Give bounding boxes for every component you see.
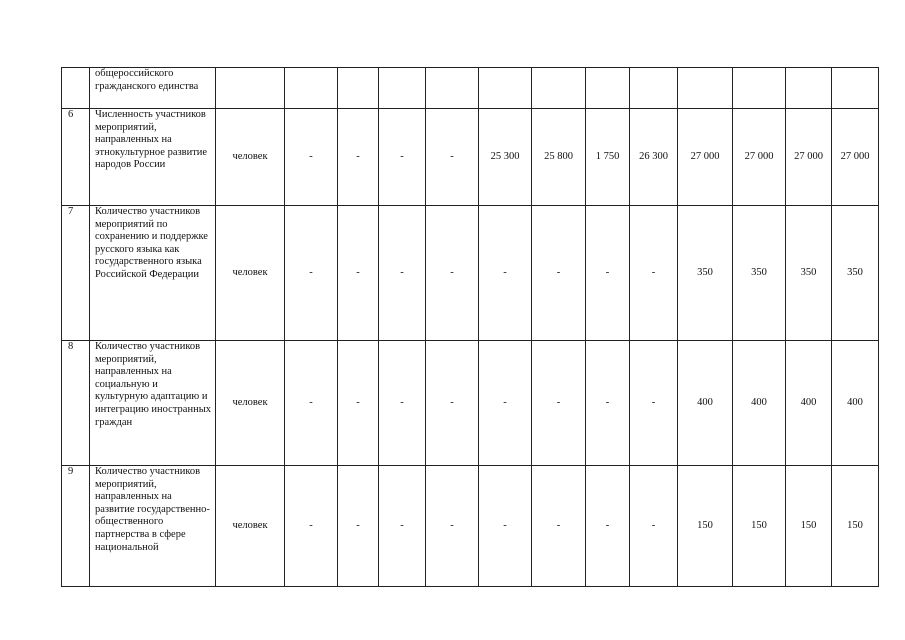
value-cell: 1 750 bbox=[585, 108, 630, 206]
value-cell: - bbox=[378, 465, 426, 587]
value-cell bbox=[337, 67, 379, 109]
row-number: 7 bbox=[61, 205, 90, 341]
value-cell: - bbox=[478, 205, 532, 341]
value-cell: 27 000 bbox=[677, 108, 733, 206]
value-cell bbox=[531, 67, 586, 109]
value-cell: - bbox=[425, 465, 479, 587]
table-row: 9 Количество участников мероприятий, напр… bbox=[61, 465, 879, 587]
unit-cell bbox=[215, 67, 285, 109]
value-cell: - bbox=[284, 465, 338, 587]
value-cell: 400 bbox=[677, 340, 733, 466]
row-number: 9 bbox=[61, 465, 90, 587]
value-cell: - bbox=[531, 205, 586, 341]
table-row: 6 Численность участников мероприятий, нап… bbox=[61, 108, 879, 206]
row-number: 8 bbox=[61, 340, 90, 466]
value-cell: - bbox=[478, 340, 532, 466]
value-cell: - bbox=[284, 205, 338, 341]
value-cell: - bbox=[629, 205, 678, 341]
value-cell: 350 bbox=[732, 205, 786, 341]
value-cell: - bbox=[284, 108, 338, 206]
indicator-name: Количество участников мероприятий, напра… bbox=[89, 465, 216, 587]
value-cell: - bbox=[531, 340, 586, 466]
table-row: 8 Количество участников мероприятий, напр… bbox=[61, 340, 879, 466]
value-cell: - bbox=[585, 340, 630, 466]
value-cell bbox=[378, 67, 426, 109]
value-cell: 27 000 bbox=[785, 108, 832, 206]
value-cell: - bbox=[337, 205, 379, 341]
value-cell: - bbox=[585, 205, 630, 341]
unit-cell: человек bbox=[215, 205, 285, 341]
unit-cell: человек bbox=[215, 340, 285, 466]
value-cell bbox=[425, 67, 479, 109]
value-cell: - bbox=[425, 340, 479, 466]
value-cell: 350 bbox=[785, 205, 832, 341]
row-number bbox=[61, 67, 90, 109]
value-cell: 25 300 bbox=[478, 108, 532, 206]
value-cell bbox=[732, 67, 786, 109]
value-cell: 400 bbox=[785, 340, 832, 466]
value-cell: - bbox=[629, 340, 678, 466]
value-cell: 150 bbox=[785, 465, 832, 587]
value-cell bbox=[831, 67, 879, 109]
value-cell: 150 bbox=[831, 465, 879, 587]
value-cell: - bbox=[531, 465, 586, 587]
value-cell: 27 000 bbox=[831, 108, 879, 206]
value-cell: 27 000 bbox=[732, 108, 786, 206]
value-cell: - bbox=[337, 340, 379, 466]
value-cell: - bbox=[629, 465, 678, 587]
value-cell bbox=[677, 67, 733, 109]
table-row: 7 Количество участников мероприятий по со… bbox=[61, 205, 879, 341]
value-cell: - bbox=[585, 465, 630, 587]
row-number: 6 bbox=[61, 108, 90, 206]
indicator-name: общероссийского гражданского единства bbox=[89, 67, 216, 109]
value-cell: 26 300 bbox=[629, 108, 678, 206]
table-row: общероссийского гражданского единства bbox=[61, 67, 879, 109]
value-cell: - bbox=[425, 205, 479, 341]
value-cell: 150 bbox=[677, 465, 733, 587]
value-cell: - bbox=[284, 340, 338, 466]
unit-cell: человек bbox=[215, 108, 285, 206]
value-cell: 400 bbox=[831, 340, 879, 466]
value-cell bbox=[478, 67, 532, 109]
value-cell: 25 800 bbox=[531, 108, 586, 206]
indicators-table: общероссийского гражданского единства 6 Чи… bbox=[61, 67, 879, 587]
value-cell bbox=[785, 67, 832, 109]
value-cell bbox=[284, 67, 338, 109]
value-cell: - bbox=[478, 465, 532, 587]
value-cell: 350 bbox=[677, 205, 733, 341]
indicator-name: Численность участников мероприятий, напр… bbox=[89, 108, 216, 206]
value-cell: - bbox=[337, 108, 379, 206]
value-cell bbox=[629, 67, 678, 109]
value-cell bbox=[585, 67, 630, 109]
value-cell: 350 bbox=[831, 205, 879, 341]
value-cell: - bbox=[378, 340, 426, 466]
value-cell: 150 bbox=[732, 465, 786, 587]
value-cell: - bbox=[337, 465, 379, 587]
indicator-name: Количество участников мероприятий по сох… bbox=[89, 205, 216, 341]
value-cell: - bbox=[378, 205, 426, 341]
value-cell: - bbox=[425, 108, 479, 206]
value-cell: - bbox=[378, 108, 426, 206]
value-cell: 400 bbox=[732, 340, 786, 466]
indicator-name: Количество участников мероприятий, напра… bbox=[89, 340, 216, 466]
unit-cell: человек bbox=[215, 465, 285, 587]
